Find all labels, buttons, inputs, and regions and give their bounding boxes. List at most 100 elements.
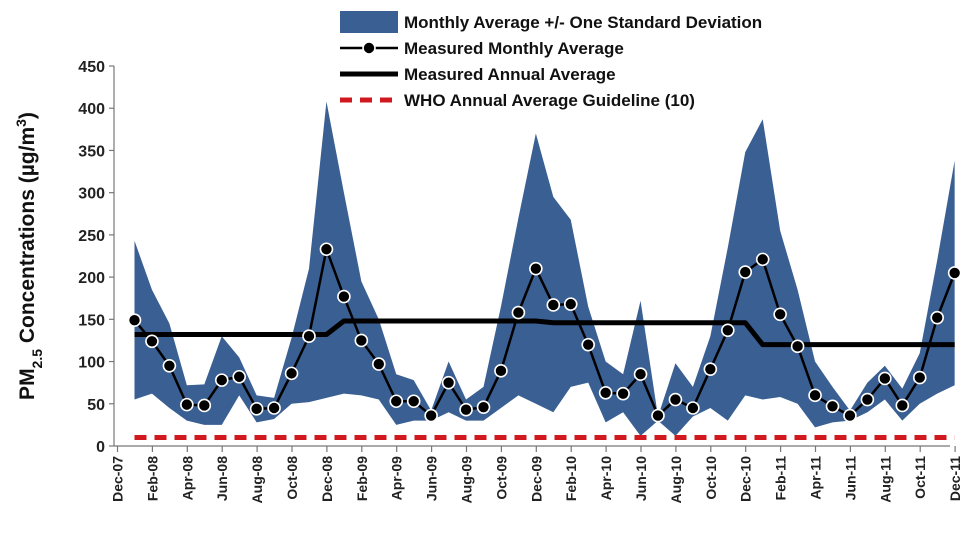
monthly-point [162, 358, 177, 373]
monthly-point [860, 392, 875, 407]
monthly-point [843, 408, 857, 423]
y-tick-label: 50 [87, 397, 105, 414]
monthly-point [668, 392, 683, 407]
sd-band [134, 101, 955, 436]
x-tick-label: Apr-11 [808, 456, 824, 500]
monthly-point [686, 401, 700, 415]
x-tick-label: Feb-10 [563, 456, 579, 501]
x-tick-label: Dec-08 [319, 456, 335, 502]
x-tick-label: Jun-10 [633, 456, 649, 501]
monthly-point [912, 370, 927, 385]
x-tick-label: Feb-09 [354, 456, 370, 501]
x-tick-label: Dec-07 [110, 456, 126, 502]
monthly-point [581, 337, 596, 352]
monthly-point [197, 398, 212, 413]
x-tick-label: Oct-09 [493, 456, 509, 500]
x-tick-label: Jun-08 [214, 456, 230, 501]
monthly-point [895, 398, 910, 413]
legend-entry: Measured Monthly Average [404, 39, 624, 58]
monthly-point [703, 362, 718, 376]
monthly-point [947, 266, 962, 280]
x-tick-label: Aug-10 [668, 456, 684, 504]
y-tick-label: 350 [78, 143, 105, 160]
x-tick-label: Jun-11 [842, 456, 858, 501]
x-tick-label: Apr-10 [598, 456, 614, 501]
y-tick-label: 0 [96, 439, 105, 456]
x-tick-label: Feb-11 [773, 456, 789, 501]
x-tick-label: Oct-11 [912, 456, 928, 499]
monthly-point [651, 408, 665, 423]
monthly-point [459, 402, 473, 417]
y-tick-label: 400 [78, 101, 105, 118]
series-monthly-average [127, 242, 962, 423]
monthly-point [808, 388, 822, 403]
legend-swatch-monthly-marker [362, 41, 376, 55]
monthly-point [633, 367, 648, 382]
monthly-point [232, 369, 246, 384]
series-annual-average [134, 318, 955, 348]
monthly-point [773, 307, 787, 322]
y-axis-title-rest: Concentrations (µg/m [16, 127, 39, 349]
monthly-point [511, 305, 526, 320]
y-tick-label: 450 [78, 59, 105, 76]
x-tick-label: Oct-08 [284, 456, 300, 500]
monthly-point [563, 297, 578, 311]
monthly-point [214, 373, 229, 387]
y-tick-label: 250 [78, 228, 105, 245]
x-tick-label: Dec-10 [738, 456, 754, 502]
monthly-point [267, 401, 281, 415]
monthly-point [755, 252, 770, 267]
legend-entry: Monthly Average +/- One Standard Deviati… [404, 13, 762, 32]
monthly-point [616, 386, 630, 401]
monthly-point [720, 323, 735, 338]
x-tick-label: Oct-10 [703, 456, 719, 500]
x-tick-label: Aug-09 [459, 456, 475, 504]
monthly-point [930, 310, 945, 325]
monthly-point [180, 397, 194, 412]
axes [109, 65, 956, 452]
monthly-point [337, 289, 351, 304]
x-tick-label: Apr-08 [179, 456, 195, 501]
y-tick-label: 200 [78, 270, 105, 287]
x-tick-label: Dec-11 [947, 456, 963, 501]
y-axis-title-close: ) [16, 112, 39, 119]
legend-swatch-band [340, 11, 398, 33]
monthly-point [302, 329, 316, 344]
y-axis-title: PM2.5 Concentrations (µg/m3) [13, 112, 45, 400]
monthly-point [790, 339, 805, 354]
series-band [134, 101, 955, 436]
y-tick-label: 150 [78, 312, 105, 329]
monthly-point [145, 334, 159, 349]
monthly-point [284, 366, 299, 381]
x-tick-label: Aug-11 [877, 456, 893, 503]
monthly-point [127, 313, 142, 327]
monthly-point [494, 364, 508, 378]
legend: Monthly Average +/- One Standard Deviati… [340, 11, 762, 110]
y-tick-label: 300 [78, 186, 105, 203]
monthly-point [825, 399, 840, 414]
monthly-point [371, 357, 386, 371]
monthly-point [738, 265, 753, 279]
monthly-point [424, 408, 438, 423]
monthly-point [476, 400, 491, 414]
monthly-point [389, 394, 404, 409]
x-tick-label: Feb-08 [144, 456, 160, 501]
legend-entry: Measured Annual Average [404, 65, 616, 84]
monthly-point [249, 402, 264, 416]
monthly-point [598, 385, 613, 400]
y-axis-title-main: PM [16, 368, 39, 400]
monthly-point [529, 261, 543, 276]
monthly-point [546, 298, 561, 312]
y-axis-label: PM2.5 Concentrations (µg/m3) [13, 112, 45, 400]
x-tick-label: Jun-09 [424, 456, 440, 501]
x-tick-labels: Dec-07 Feb-08 Apr-08 Jun-08 Aug-08 Oct-08 Dec-… [110, 456, 964, 504]
y-axis-title-sup: 3 [13, 119, 29, 127]
x-tick-label: Aug-08 [249, 456, 265, 504]
y-tick-label: 100 [78, 355, 105, 372]
y-axis-title-sub: 2.5 [29, 349, 45, 369]
monthly-point [878, 371, 892, 386]
monthly-point [354, 333, 369, 348]
legend-entry: WHO Annual Average Guideline (10) [404, 91, 695, 110]
